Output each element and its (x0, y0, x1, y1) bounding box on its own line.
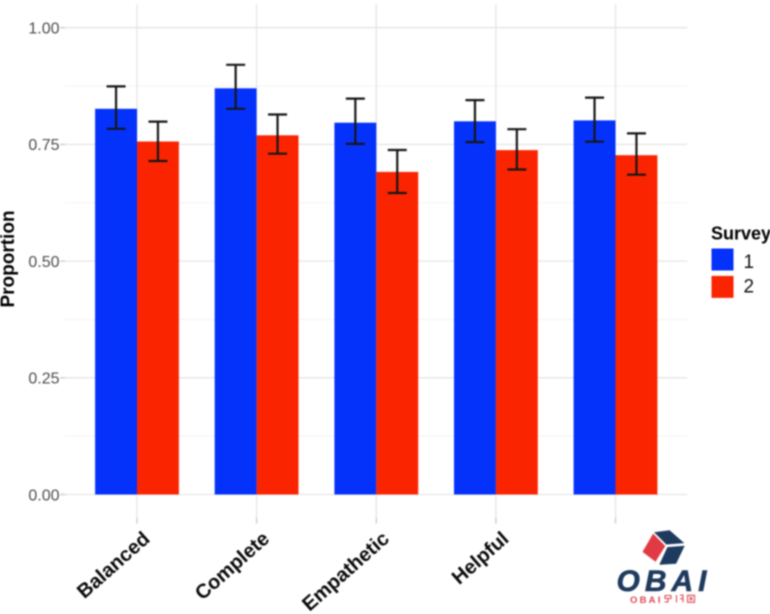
svg-text:1.00: 1.00 (28, 21, 59, 38)
svg-text:0.75: 0.75 (28, 137, 59, 154)
svg-text:1: 1 (744, 252, 755, 273)
svg-text:0.50: 0.50 (28, 254, 59, 271)
svg-text:0.25: 0.25 (28, 371, 59, 388)
svg-text:0.00: 0.00 (28, 487, 59, 504)
svg-text:2: 2 (744, 276, 755, 297)
svg-text:OBAI: OBAI (617, 565, 712, 598)
svg-text:OBAI: OBAI (630, 595, 663, 606)
svg-text:Survey: Survey (711, 224, 770, 244)
svg-text:Proportion: Proportion (0, 210, 19, 307)
